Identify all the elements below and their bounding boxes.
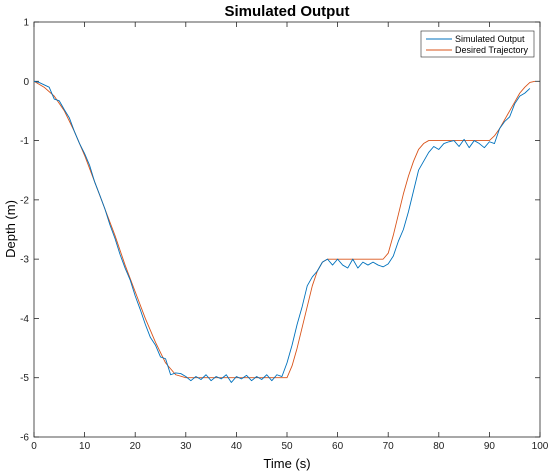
y-tick-label: -2 [20,195,29,206]
y-tick-label: -5 [20,373,29,384]
x-tick-label: 90 [484,441,496,452]
y-axis-label: Depth (m) [3,200,18,258]
y-tick-label: -1 [20,136,29,147]
x-tick-label: 10 [79,441,91,452]
x-tick-label: 60 [332,441,344,452]
y-tick-label: -4 [20,314,29,325]
x-axis-label: Time (s) [263,456,310,471]
legend-box [420,30,535,58]
x-tick-label: 0 [31,441,37,452]
legend-label-desired-trajectory: Desired Trajectory [455,45,529,55]
y-tick-label: -6 [20,433,29,444]
x-tick-label: 70 [383,441,395,452]
x-tick-label: 100 [532,441,549,452]
x-tick-label: 50 [281,441,293,452]
x-tick-label: 30 [180,441,192,452]
legend: Simulated Output Desired Trajectory [420,30,535,58]
x-tick-label: 20 [130,441,142,452]
legend-label-simulated-output: Simulated Output [455,34,525,44]
series-line-simulated-output [33,80,531,383]
y-tick-label: -3 [20,255,29,266]
series-layer [33,80,536,383]
plot-area [33,21,541,438]
chart-title: Simulated Output [225,3,350,20]
y-axis-ticks: 1 0 -1 -2 -3 -4 -5 -6 [20,18,540,444]
x-axis-ticks: 0 10 20 30 40 50 60 70 80 90 100 [31,22,549,452]
y-tick-label: 0 [23,77,29,88]
x-tick-label: 40 [231,441,243,452]
y-tick-label: 1 [23,18,29,29]
x-tick-label: 80 [433,441,445,452]
